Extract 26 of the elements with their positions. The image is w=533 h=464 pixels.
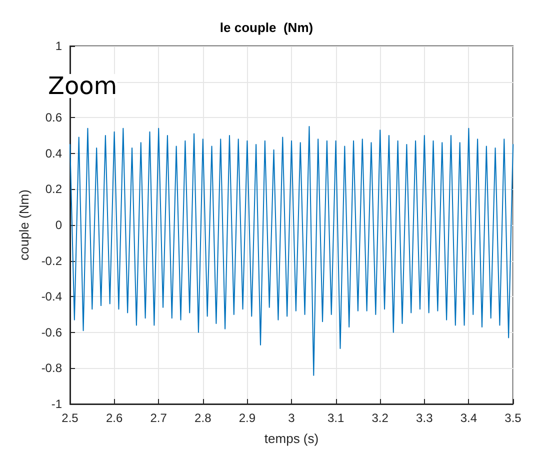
y-tick-label: -0.2 [41, 254, 62, 268]
annotation: Zoom [48, 72, 118, 100]
x-tick-label: 2.5 [62, 411, 79, 425]
y-tick-label: 1 [55, 39, 62, 53]
y-tick-label: -1 [51, 397, 62, 411]
y-tick-label: 0 [55, 218, 62, 232]
line-series [70, 126, 514, 376]
y-axis-title: couple (Nm) [16, 190, 32, 260]
x-tick-label: 2.6 [106, 411, 123, 425]
chart-title: le couple (Nm) [220, 20, 314, 35]
y-tick-label: 0.4 [45, 146, 62, 160]
y-tick-label: 0.6 [45, 110, 62, 125]
x-tick-label: 2.8 [194, 411, 212, 425]
y-tick-label: -0.4 [41, 290, 62, 304]
x-tick-label: 3 [288, 411, 296, 425]
x-tick-label: 3.3 [416, 411, 434, 425]
x-tick-label: 3.2 [372, 411, 389, 425]
x-tick-label: 3.1 [327, 411, 344, 425]
x-tick-label: 2.7 [150, 411, 168, 425]
y-tick-label: -0.8 [41, 361, 62, 376]
x-tick-label: 2.9 [238, 411, 256, 425]
x-tick-label: 3.5 [504, 411, 522, 425]
x-axis-title: temps (s) [264, 431, 319, 446]
y-tick-label: -0.6 [41, 325, 62, 340]
x-tick-label: 3.4 [460, 411, 478, 425]
y-tick-label: 0.2 [45, 182, 62, 196]
